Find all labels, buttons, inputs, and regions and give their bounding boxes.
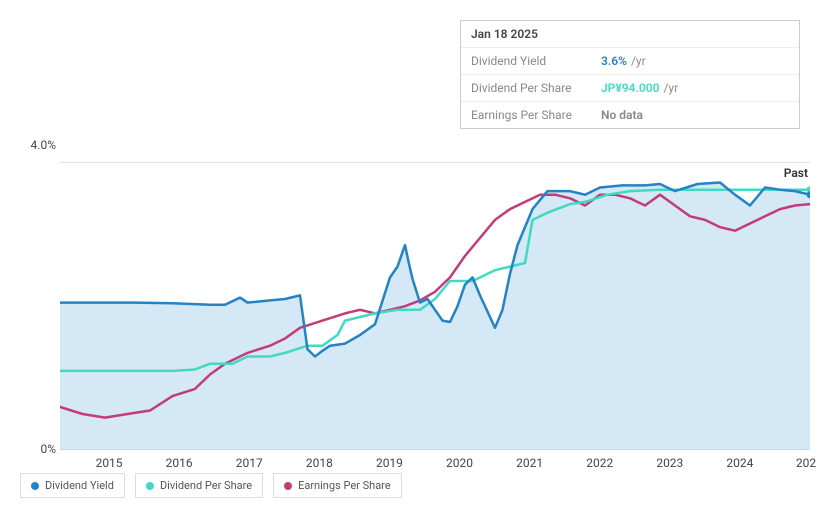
tooltip-box: Jan 18 2025 Dividend Yield3.6%/yrDividen… — [460, 20, 800, 129]
legend: Dividend Yield Dividend Per Share Earnings… — [20, 473, 402, 498]
x-tick-2021: 2021 — [516, 456, 543, 470]
legend-swatch — [31, 482, 39, 490]
x-tick-2019: 2019 — [376, 456, 403, 470]
tooltip-row-0: Dividend Yield3.6% /yr — [461, 48, 799, 75]
tooltip-key: Dividend Yield — [471, 54, 601, 68]
plot-area[interactable]: Past — [60, 148, 810, 450]
x-tick-2017: 2017 — [236, 456, 263, 470]
tooltip-row-2: Earnings Per ShareNo data — [461, 102, 799, 128]
x-tick-2015: 2015 — [96, 456, 123, 470]
legend-item-2[interactable]: Earnings Per Share — [273, 473, 402, 498]
chart-svg — [60, 148, 810, 450]
legend-label: Dividend Per Share — [160, 479, 252, 492]
x-tick-2018: 2018 — [306, 456, 333, 470]
legend-swatch — [284, 482, 292, 490]
x-tick-2023: 2023 — [656, 456, 683, 470]
legend-swatch — [146, 482, 154, 490]
x-tick-2020: 2020 — [446, 456, 473, 470]
tooltip-value: 3.6% — [601, 54, 627, 68]
tooltip-key: Earnings Per Share — [471, 108, 601, 122]
legend-item-0[interactable]: Dividend Yield — [20, 473, 125, 498]
tooltip-key: Dividend Per Share — [471, 81, 601, 95]
tooltip-date-row: Jan 18 2025 — [461, 21, 799, 48]
tooltip-row-1: Dividend Per ShareJP¥94.000/yr — [461, 75, 799, 102]
legend-label: Earnings Per Share — [298, 479, 391, 492]
past-label: Past — [784, 166, 808, 180]
tooltip-value: No data — [601, 108, 643, 122]
chart-container: 4.0% 0% Past 201520162017201820192020202… — [20, 10, 810, 450]
x-tick-end: 202 — [796, 456, 816, 470]
y-tick-top: 4.0% — [20, 138, 56, 152]
legend-item-1[interactable]: Dividend Per Share — [135, 473, 263, 498]
tooltip-unit: /yr — [631, 54, 646, 68]
tooltip-value: JP¥94.000 — [601, 81, 659, 95]
x-tick-2024: 2024 — [726, 456, 753, 470]
tooltip-unit: /yr — [663, 81, 678, 95]
tooltip-date: Jan 18 2025 — [471, 27, 538, 41]
x-tick-2022: 2022 — [586, 456, 613, 470]
y-tick-bottom: 0% — [20, 442, 56, 456]
legend-label: Dividend Yield — [45, 479, 114, 492]
x-tick-2016: 2016 — [166, 456, 193, 470]
